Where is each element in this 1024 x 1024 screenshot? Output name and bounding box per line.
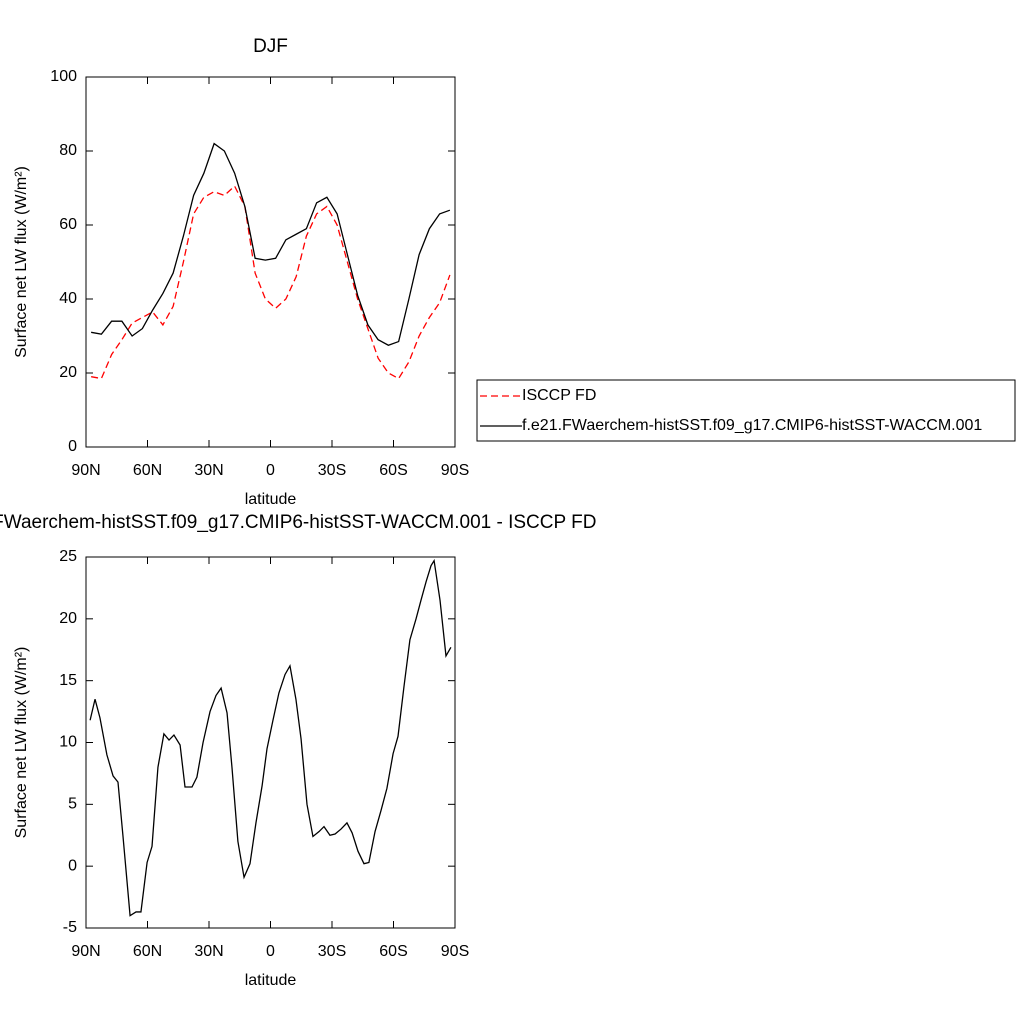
plot-frame bbox=[85, 556, 456, 929]
y-tick-label: 20 bbox=[59, 364, 77, 381]
x-axis-label: latitude bbox=[245, 972, 297, 989]
x-tick-label: 0 bbox=[266, 943, 275, 960]
data-line bbox=[91, 185, 451, 380]
y-axis-label: Surface net LW flux (W/m²) bbox=[13, 647, 30, 839]
y-tick-label: 60 bbox=[59, 216, 77, 233]
chart-title: DJF bbox=[253, 36, 288, 57]
chart-title: f.e21.FWaerchem-histSST.f09_g17.CMIP6-hi… bbox=[0, 512, 596, 533]
data-line bbox=[91, 142, 451, 346]
x-tick-label: 30S bbox=[318, 462, 346, 479]
y-tick-label: 0 bbox=[68, 438, 77, 455]
x-tick-label: 90S bbox=[441, 943, 469, 960]
legend-label: ISCCP FD bbox=[522, 387, 596, 404]
y-tick-label: 25 bbox=[59, 548, 77, 565]
x-tick-label: 30S bbox=[318, 943, 346, 960]
legend-box bbox=[476, 379, 1016, 442]
x-tick-label: 60N bbox=[133, 943, 162, 960]
y-axis-label: Surface net LW flux (W/m²) bbox=[13, 166, 30, 358]
y-tick-label: 15 bbox=[59, 672, 77, 689]
legend-label: f.e21.FWaerchem-histSST.f09_g17.CMIP6-hi… bbox=[522, 417, 982, 434]
x-tick-label: 60S bbox=[379, 943, 407, 960]
y-tick-label: 5 bbox=[68, 796, 77, 813]
y-tick-label: 10 bbox=[59, 734, 77, 751]
x-tick-label: 30N bbox=[194, 943, 223, 960]
x-tick-label: 30N bbox=[194, 462, 223, 479]
x-axis-label: latitude bbox=[245, 491, 297, 508]
x-tick-label: 90N bbox=[71, 943, 100, 960]
y-tick-label: 80 bbox=[59, 142, 77, 159]
y-tick-label: 0 bbox=[68, 857, 77, 874]
plot-frame bbox=[85, 76, 456, 448]
x-tick-label: 60N bbox=[133, 462, 162, 479]
y-tick-label: 100 bbox=[50, 68, 77, 85]
x-tick-label: 90N bbox=[71, 462, 100, 479]
x-tick-label: 90S bbox=[441, 462, 469, 479]
y-tick-label: 20 bbox=[59, 610, 77, 627]
x-tick-label: 60S bbox=[379, 462, 407, 479]
x-tick-label: 0 bbox=[266, 462, 275, 479]
y-tick-label: -5 bbox=[63, 919, 77, 936]
data-line bbox=[89, 558, 452, 917]
y-tick-label: 40 bbox=[59, 290, 77, 307]
